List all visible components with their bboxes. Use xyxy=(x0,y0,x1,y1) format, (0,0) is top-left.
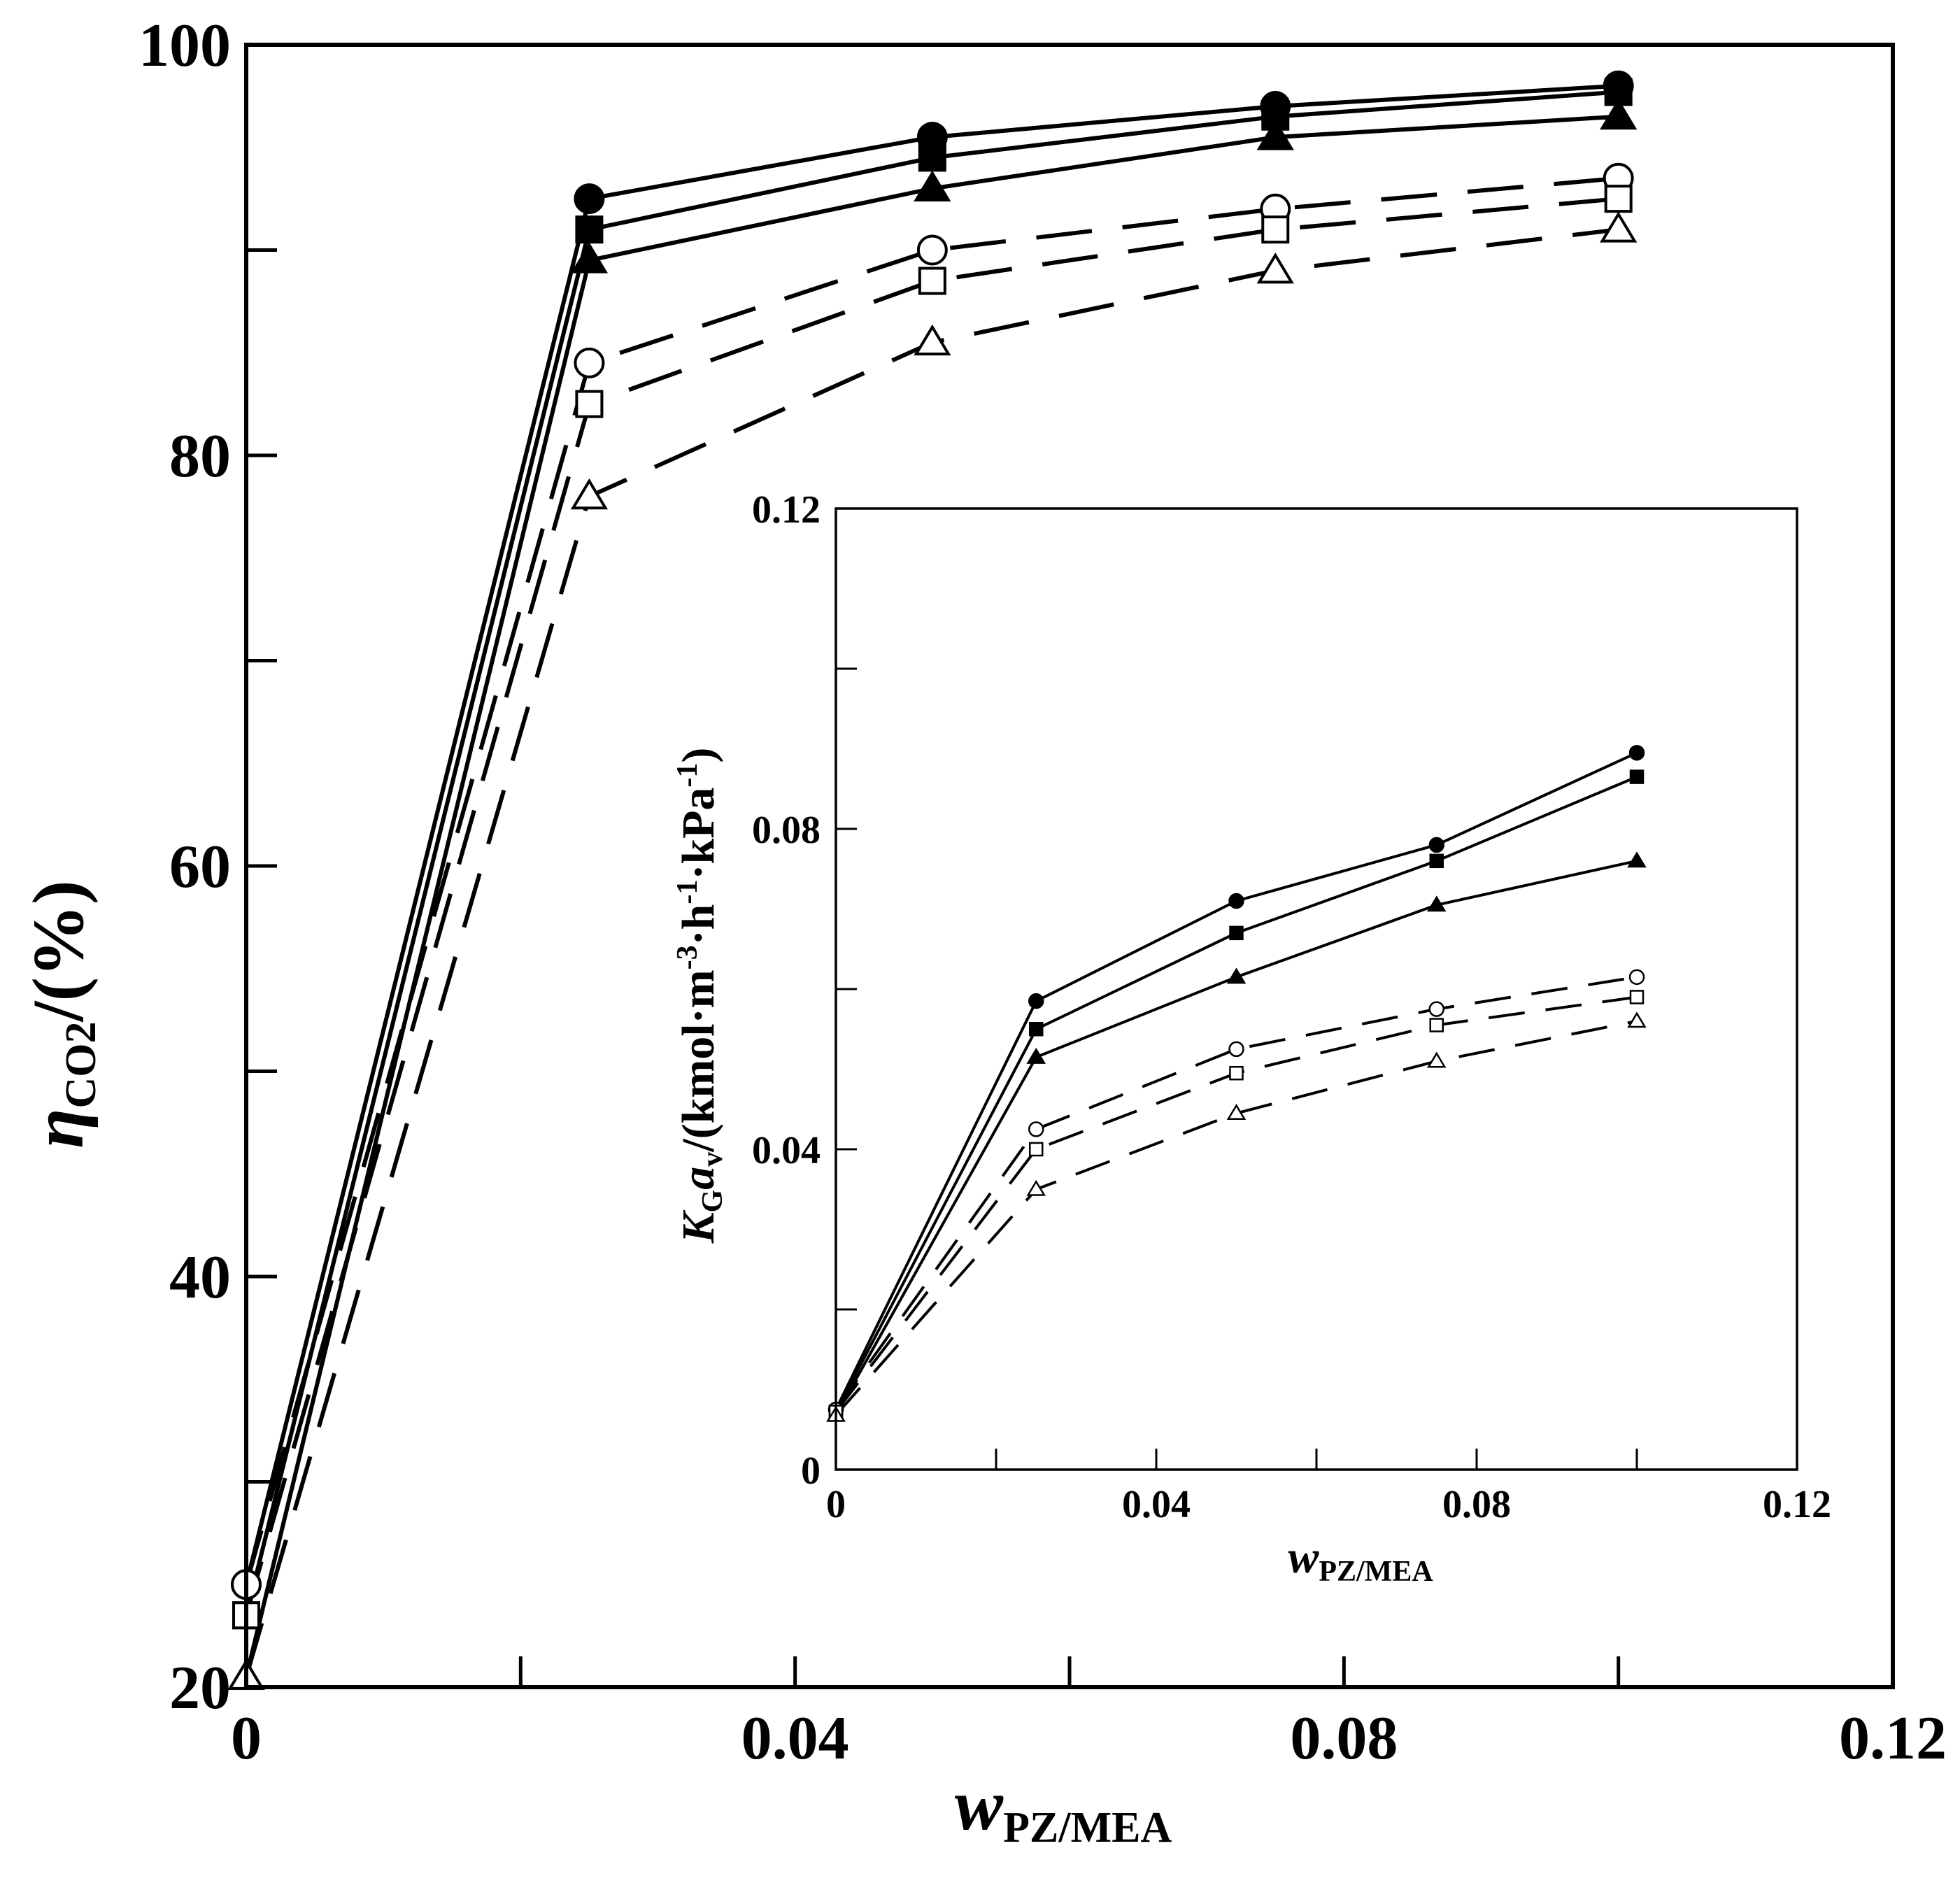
inset-x-tick-label: 0.04 xyxy=(1122,1483,1191,1526)
main-y-axis-title: ηCO2/(%) xyxy=(18,880,105,1148)
main-series-5-point xyxy=(1604,185,1633,213)
main-series-5-line xyxy=(244,197,1619,1617)
main-y-tick-label: 20 xyxy=(169,1654,231,1722)
inset-y-tick-label: 0.08 xyxy=(752,809,821,852)
inset-series-6-point xyxy=(1627,1011,1647,1028)
inset-series-1-point xyxy=(1628,744,1645,761)
main-y-tick-label: 40 xyxy=(169,1244,231,1312)
main-series-6-point xyxy=(1600,211,1638,243)
main-plot: 0 0.04 0.08 0.12 20 40 60 80 100 xyxy=(139,12,1947,1772)
inset-series-2-point xyxy=(1029,1022,1044,1037)
main-series-5-point xyxy=(575,390,604,418)
inset-x-tick-label: 0.12 xyxy=(1763,1483,1831,1526)
main-x-axis-title: wPZ/MEA xyxy=(955,1765,1172,1852)
inset-plot-frame xyxy=(835,507,1798,1471)
main-x-tick-label: 0.12 xyxy=(1839,1705,1947,1772)
inset-series-1-point xyxy=(1028,993,1044,1009)
main-plot-frame xyxy=(244,43,1895,1689)
inset-series-4-point xyxy=(1228,1041,1244,1058)
inset-x-tick-label: 0.08 xyxy=(1442,1483,1511,1526)
inset-series-4-point xyxy=(1028,1121,1044,1137)
main-x-tick-label: 0.08 xyxy=(1290,1705,1398,1772)
main-x-tick-label: 0 xyxy=(231,1705,262,1772)
main-x-tick-label: 0.04 xyxy=(741,1705,849,1772)
main-series-3-point xyxy=(570,242,609,273)
main-y-tick-label: 100 xyxy=(139,12,231,80)
inset-x-tick-label: 0 xyxy=(826,1483,846,1526)
inset-series-5-point xyxy=(1029,1142,1044,1157)
inset-series-2-point xyxy=(1629,769,1645,784)
inset-series-5-point xyxy=(1229,1065,1244,1081)
inset-y-tick-label: 0.04 xyxy=(752,1129,821,1172)
inset-series-3-point xyxy=(1426,895,1447,912)
main-series-3-point xyxy=(1600,98,1638,130)
main-y-tick-label: 80 xyxy=(169,422,231,490)
inset-series-1-point xyxy=(1428,837,1444,853)
main-series-3-point xyxy=(1256,119,1294,150)
inset-series-6-point xyxy=(1426,1051,1447,1068)
main-series-1-point xyxy=(574,183,605,215)
main-series-3-point xyxy=(914,170,951,201)
inset-series-5-point xyxy=(1629,990,1645,1004)
main-series-6-point xyxy=(1256,252,1294,284)
inset-plot: 0 0.04 0.08 0.12 0 0.04 0.08 0.12 xyxy=(752,488,1831,1526)
main-series-2-point xyxy=(575,215,604,244)
main-series-6-point xyxy=(570,478,609,510)
inset-series-6-line xyxy=(835,1019,1638,1416)
main-series-4-point xyxy=(916,234,948,266)
main-series-4-point xyxy=(574,347,605,378)
inset-series-4-point xyxy=(1628,969,1645,986)
main-y-tick-label: 60 xyxy=(169,833,231,901)
inset-y-tick-label: 0 xyxy=(801,1449,821,1493)
inset-series-2-point xyxy=(1429,853,1444,869)
inset-series-3-point xyxy=(1627,851,1647,868)
inset-y-tick-label: 0.12 xyxy=(752,488,821,532)
main-series-5-point xyxy=(1261,215,1290,244)
inset-series-4-line xyxy=(835,975,1638,1411)
inset-series-4-point xyxy=(1428,1001,1444,1017)
inset-series-5-point xyxy=(1429,1018,1444,1032)
inset-series-6-point xyxy=(1026,1179,1046,1196)
inset-series-6-point xyxy=(1226,1104,1247,1120)
inset-series-1-point xyxy=(1228,893,1244,909)
inset-y-axis-title: KGav/(kmol·m-3·h-1·kPa-1) xyxy=(672,748,729,1244)
inset-series-3-point xyxy=(1226,967,1247,984)
inset-series-2-point xyxy=(1229,925,1244,941)
main-series-2-point xyxy=(918,143,946,172)
main-series-4-line xyxy=(244,176,1619,1586)
inset-background xyxy=(836,509,1797,1470)
main-series-6-point xyxy=(914,324,951,356)
inset-x-axis-title: wPZ/MEA xyxy=(1288,1532,1433,1588)
inset-series-3-point xyxy=(1026,1047,1046,1064)
main-series-5-point xyxy=(918,267,946,295)
